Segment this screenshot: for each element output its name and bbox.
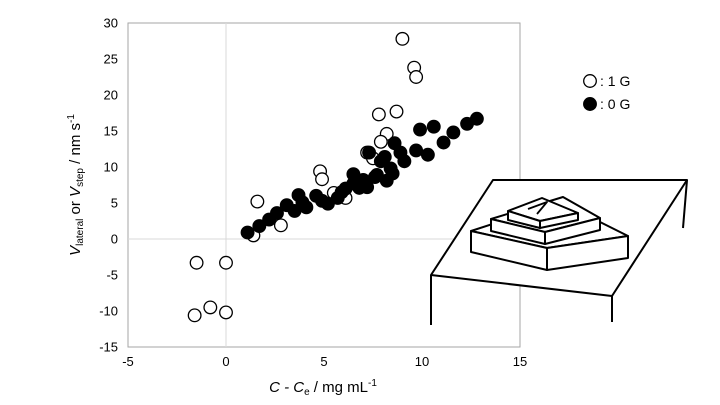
legend-marker-0g	[583, 97, 597, 111]
data-point-0g	[279, 198, 294, 213]
data-point-1g	[409, 70, 424, 84]
y-tick-label: 15	[104, 124, 118, 139]
y-tick-label: 30	[104, 16, 118, 31]
data-point-1g	[189, 255, 204, 270]
data-point-1g	[203, 300, 218, 315]
data-point-1g	[395, 31, 410, 46]
y-tick-label: -10	[99, 304, 118, 319]
data-point-0g	[262, 212, 277, 227]
data-point-0g	[240, 225, 255, 240]
data-point-0g	[420, 147, 435, 162]
data-point-0g	[334, 185, 349, 200]
legend: : 1 G : 0 G	[583, 73, 630, 112]
y-axis-title: Vlateral or Vstep / nm s-1	[66, 114, 86, 256]
tick-labels: -5 0 5 10 15 -15 -10 -5 0 5 10 15 20 25 30	[99, 16, 527, 370]
data-point-0g	[368, 170, 382, 185]
data-point-1g	[371, 107, 386, 122]
y-tick-label: 25	[104, 52, 118, 67]
data-point-1g	[187, 308, 202, 323]
data-point-1g	[250, 194, 265, 209]
data-point-1g	[315, 172, 329, 187]
data-point-1g	[389, 104, 404, 119]
data-point-0g	[460, 116, 475, 131]
data-point-0g	[379, 173, 394, 188]
data-point-0g	[409, 143, 424, 158]
y-tick-label: -5	[106, 268, 118, 283]
legend-label-1g: : 1 G	[600, 73, 630, 89]
data-point-0g	[356, 173, 371, 187]
data-point-1g	[373, 134, 388, 149]
data-point-0g	[299, 200, 314, 215]
y-tick-label: -15	[99, 340, 118, 355]
data-point-0g	[436, 135, 451, 150]
x-tick-label: 5	[320, 354, 327, 369]
data-point-0g	[309, 188, 324, 203]
data-point-1g	[219, 305, 233, 320]
x-tick-label: 0	[222, 354, 229, 369]
y-tick-label: 0	[111, 232, 118, 247]
y-tick-label: 20	[104, 88, 118, 103]
crystal-step-illustration	[430, 179, 688, 325]
legend-marker-1g	[583, 74, 597, 88]
data-point-0g	[252, 219, 267, 233]
series-0g-markers	[240, 111, 484, 240]
data-point-0g	[426, 119, 441, 134]
data-point-0g	[362, 145, 377, 160]
data-point-0g	[373, 154, 388, 169]
x-tick-label: 15	[513, 354, 527, 369]
data-point-0g	[413, 122, 427, 137]
x-tick-label: -5	[122, 354, 134, 369]
data-point-0g	[446, 125, 461, 140]
legend-label-0g: : 0 G	[600, 96, 630, 112]
y-tick-label: 5	[111, 196, 118, 211]
data-point-1g	[273, 218, 288, 233]
data-point-1g	[219, 255, 233, 270]
data-point-0g	[397, 154, 412, 169]
y-tick-label: 10	[104, 160, 118, 175]
x-tick-label: 10	[415, 354, 429, 369]
x-axis-title: C - Ce / mg mL-1	[269, 378, 377, 398]
